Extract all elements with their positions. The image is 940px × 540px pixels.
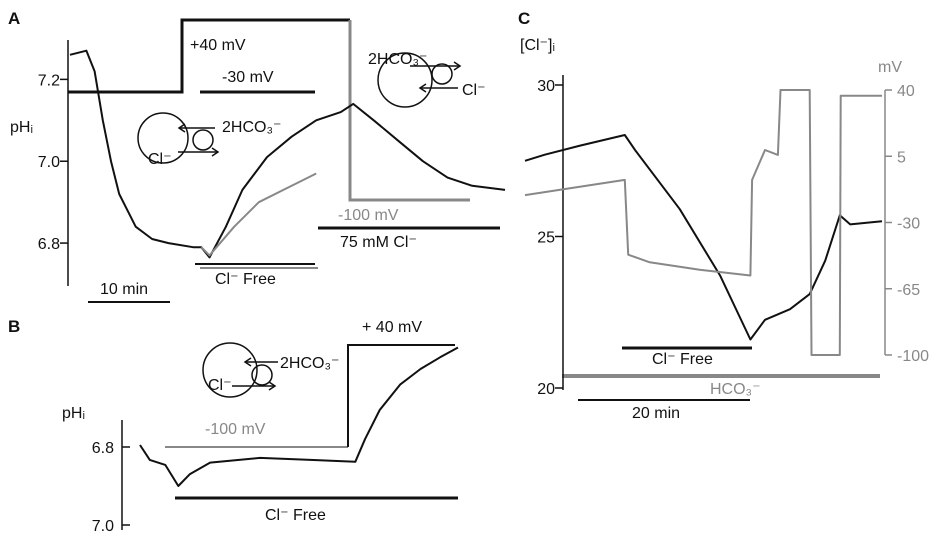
annotation: Cl⁻ Free bbox=[265, 507, 326, 524]
y-axis-label: pHᵢ bbox=[10, 119, 33, 136]
annotation: Cl⁻ bbox=[208, 377, 232, 394]
annotation: 2HCO₃⁻ bbox=[368, 51, 427, 68]
y2-tick-label: -100 bbox=[897, 348, 929, 365]
protocol bbox=[348, 20, 470, 202]
trace bbox=[524, 89, 882, 356]
y-tick-label: 6.8 bbox=[38, 236, 60, 253]
panel-letter: B bbox=[8, 317, 20, 336]
trace bbox=[524, 134, 883, 341]
annotation: +40 mV bbox=[190, 37, 246, 54]
annotation: 2HCO₃⁻ bbox=[280, 355, 339, 372]
trace bbox=[200, 172, 317, 257]
annotation: -30 mV bbox=[222, 69, 274, 86]
annotation: Cl⁻ Free bbox=[652, 351, 713, 368]
y-tick-label: 7.2 bbox=[38, 72, 60, 89]
annotation: 2HCO₃⁻ bbox=[222, 119, 281, 136]
y-tick-label: 30 bbox=[537, 78, 555, 95]
y-tick-label: 7.0 bbox=[38, 154, 60, 171]
annotation: -100 mV bbox=[338, 207, 399, 224]
annotation: 20 min bbox=[632, 405, 680, 422]
y-axis-label: [Cl⁻]ᵢ bbox=[520, 37, 555, 54]
protocol bbox=[68, 18, 350, 94]
annotation: Cl⁻ bbox=[462, 82, 486, 99]
trace bbox=[139, 346, 459, 487]
y2-tick-label: 40 bbox=[897, 83, 915, 100]
y2-axis-label: mV bbox=[878, 59, 902, 76]
trace bbox=[69, 49, 506, 259]
annotation: 75 mM Cl⁻ bbox=[340, 234, 417, 251]
annotation: Cl⁻ Free bbox=[215, 271, 276, 288]
protocol bbox=[347, 344, 455, 447]
annotation: Cl⁻ bbox=[148, 151, 172, 168]
y2-tick-label: -30 bbox=[897, 216, 920, 233]
y-tick-label: 6.8 bbox=[92, 440, 114, 457]
y2-tick-label: -65 bbox=[897, 282, 920, 299]
diagram bbox=[137, 52, 462, 164]
y-tick-label: 25 bbox=[537, 230, 555, 247]
y-tick-label: 7.0 bbox=[92, 518, 114, 535]
panel-letter: A bbox=[8, 9, 20, 28]
panel-letter: C bbox=[518, 9, 530, 28]
y-tick-label: 20 bbox=[537, 381, 555, 398]
diagram bbox=[202, 342, 278, 398]
annotation: -100 mV bbox=[205, 421, 266, 438]
annotation: HCO₃⁻ bbox=[710, 381, 761, 398]
annotation: + 40 mV bbox=[362, 319, 422, 336]
y-axis-label: pHᵢ bbox=[62, 405, 85, 422]
y2-tick-label: 5 bbox=[897, 149, 906, 166]
annotation: 10 min bbox=[100, 281, 148, 298]
